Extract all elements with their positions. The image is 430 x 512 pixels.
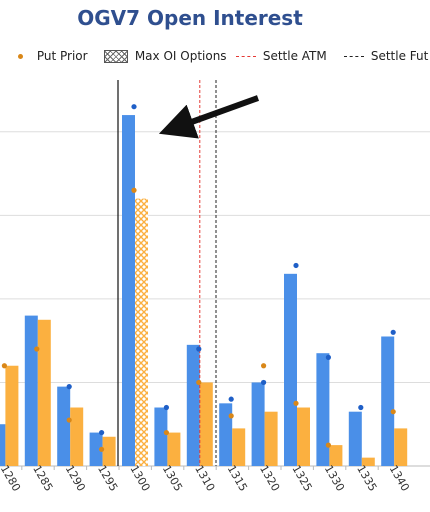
tick-label-1320: 1320: [257, 463, 282, 494]
tick-label-1310: 1310: [192, 463, 217, 494]
call-prior-dot-1330: [325, 354, 331, 360]
put-bar-1315: [232, 428, 246, 466]
tick-label-1280: 1280: [0, 463, 23, 494]
legend-max-oi: Max OI Options: [104, 46, 227, 66]
bars-group: [0, 115, 408, 467]
put-bar-1335: [361, 457, 375, 466]
put-bar-1325: [297, 407, 310, 466]
tick-label-1305: 1305: [160, 463, 185, 494]
call-prior-dot-1295: [99, 429, 105, 436]
max-oi-arrow-icon: [158, 95, 260, 139]
put-bar-1305: [167, 432, 181, 466]
chart-legend: Put Prior Max OI Options Settle ATM Sett…: [0, 46, 430, 66]
chart-title: OGV7 Open Interest: [77, 6, 303, 30]
tick-label-1325: 1325: [289, 463, 314, 494]
red-dash-icon: [236, 56, 256, 57]
tick-label-1285: 1285: [30, 463, 55, 494]
put-bar-1285: [37, 319, 51, 466]
tick-label-1300: 1300: [127, 463, 152, 494]
put-prior-dot-1315: [228, 413, 234, 419]
put-prior-dot-1295: [99, 446, 105, 452]
put-bar-1320: [264, 411, 278, 466]
put-bar-1300: [135, 198, 148, 466]
call-bar-1325: [284, 273, 297, 466]
hatch-swatch-icon: [104, 50, 128, 63]
legend-settle-atm-label: Settle ATM: [262, 49, 327, 63]
legend-settle-fut-label: Settle Fut: [370, 49, 429, 63]
tick-label-1290: 1290: [63, 463, 88, 494]
tick-label-1340: 1340: [387, 463, 412, 494]
put-bar-1280: [5, 365, 19, 466]
prior-dots: [1, 104, 396, 452]
call-prior-dot-1315: [228, 396, 234, 402]
put-prior-dot-1330: [325, 442, 331, 448]
call-prior-dot-1325: [293, 262, 299, 269]
call-prior-dot-1300: [131, 104, 137, 110]
call-bar-1315: [219, 403, 233, 466]
call-prior-dot-1310: [196, 346, 202, 352]
call-prior-dot-1290: [66, 384, 72, 390]
reference-lines: [117, 80, 217, 466]
black-dash-icon: [344, 56, 364, 57]
legend-put-prior-label: Put Prior: [36, 49, 88, 63]
call-bar-1330: [316, 353, 330, 466]
put-prior-dot-1325: [293, 400, 299, 406]
x-axis-ticks: 1275128012851290129513001305131013151320…: [0, 463, 412, 494]
put-bar-1295: [102, 436, 116, 466]
put-prior-dot-1305: [163, 429, 169, 436]
put-prior-dot-1340: [390, 409, 396, 415]
legend-max-oi-label: Max OI Options: [134, 49, 227, 63]
legend-settle-atm: Settle ATM: [236, 46, 327, 66]
tick-label-1330: 1330: [322, 463, 347, 494]
call-bar-1335: [348, 411, 362, 466]
put-prior-dot-1285: [34, 346, 40, 352]
put-bar-1330: [329, 445, 343, 466]
tick-label-1295: 1295: [95, 463, 120, 494]
call-bar-1320: [251, 382, 265, 466]
put-prior-dot-1300: [131, 187, 137, 193]
put-bar-1310: [199, 382, 213, 466]
call-prior-dot-1340: [390, 329, 396, 335]
tick-label-1315: 1315: [225, 463, 250, 494]
call-bar-1285: [24, 315, 38, 466]
put-bar-1290: [70, 407, 84, 466]
put-prior-dot-1310: [196, 379, 202, 386]
legend-settle-fut: Settle Fut: [344, 46, 428, 66]
call-bar-1290: [57, 386, 71, 466]
put-prior-dot-1290: [66, 417, 72, 423]
call-bar-1310: [186, 344, 200, 466]
call-bar-1305: [154, 407, 168, 466]
put-prior-dot-1280: [1, 363, 7, 369]
legend-put-prior: Put Prior: [18, 46, 88, 66]
call-bar-1295: [89, 432, 103, 466]
call-prior-dot-1335: [358, 404, 364, 411]
call-bar-1340: [381, 336, 395, 466]
call-prior-dot-1320: [261, 379, 267, 386]
put-prior-dot-icon: [18, 54, 23, 59]
call-bar-1300: [122, 115, 135, 467]
call-prior-dot-1305: [163, 404, 169, 411]
tick-label-1335: 1335: [354, 463, 379, 494]
call-bar-1280: [0, 424, 6, 466]
put-prior-dot-1320: [261, 363, 267, 369]
put-bar-1340: [394, 428, 408, 466]
